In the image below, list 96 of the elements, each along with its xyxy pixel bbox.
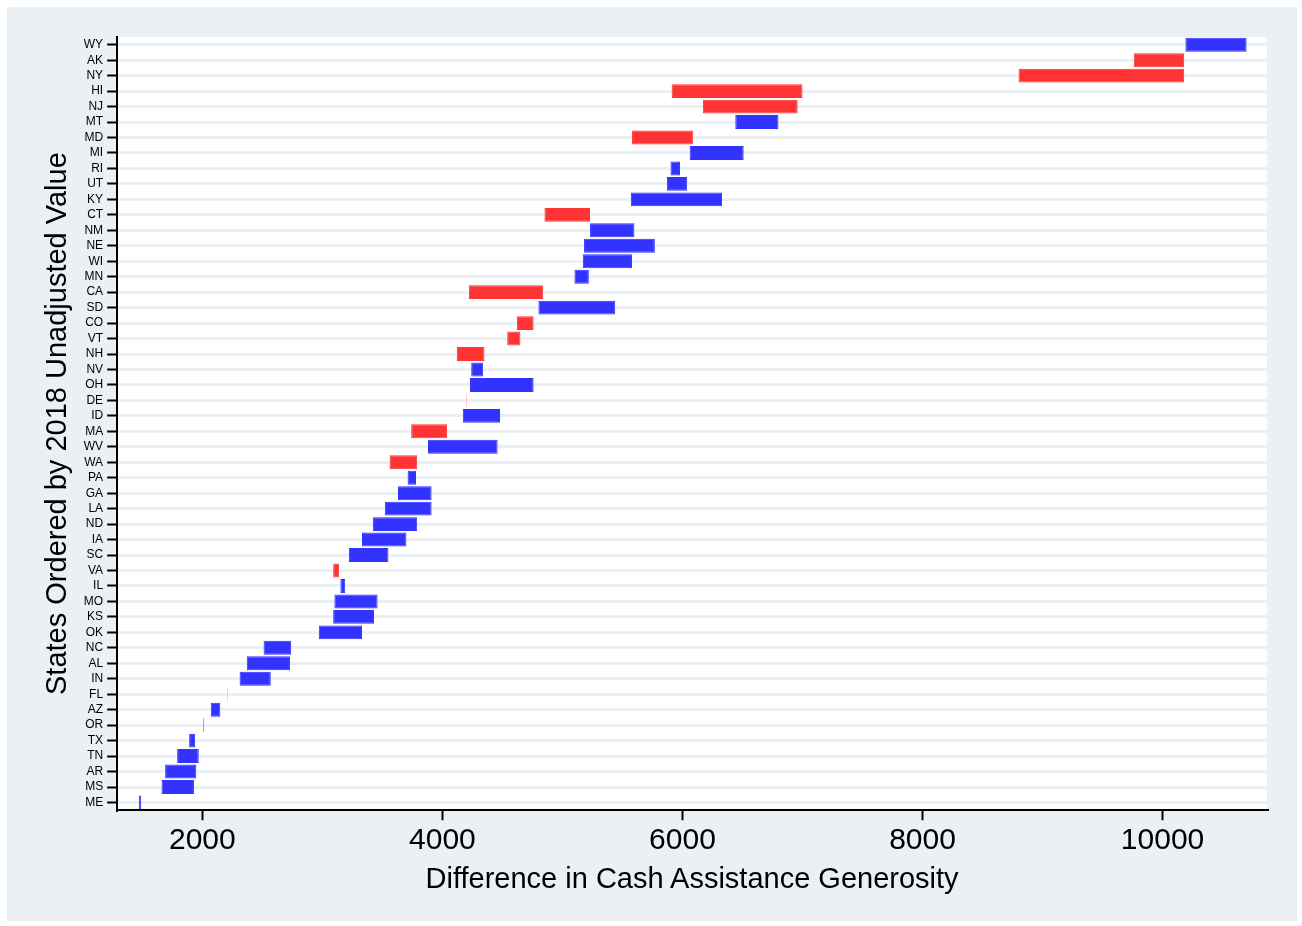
bar	[702, 99, 798, 114]
bar	[735, 115, 779, 130]
y-tick-label: GA	[85, 485, 104, 500]
bar	[333, 563, 340, 578]
bar	[666, 176, 688, 191]
bar	[632, 130, 694, 145]
bar	[1185, 37, 1247, 52]
y-tick-label: IL	[93, 578, 104, 593]
y-tick-label: KS	[87, 609, 104, 624]
x-tick-label: 2000	[168, 822, 236, 856]
y-tick-label: IA	[91, 531, 104, 546]
y-tick-label: LA	[88, 500, 104, 515]
y-tick-label: IN	[91, 671, 104, 686]
bar	[372, 517, 418, 532]
bar	[239, 671, 271, 686]
y-tick-label: CT	[87, 207, 104, 222]
bar	[689, 146, 744, 160]
y-tick-label: DE	[86, 392, 104, 407]
y-tick-label: WA	[84, 454, 104, 469]
y-tick-label: PA	[88, 470, 104, 485]
y-tick-label: MN	[84, 269, 104, 283]
x-tick-label: 8000	[889, 822, 956, 856]
bar	[584, 238, 655, 253]
bar	[361, 532, 407, 547]
y-tick-label: MS	[85, 779, 104, 794]
bar	[411, 424, 448, 439]
y-tick-label: NC	[85, 640, 104, 655]
x-axis-title: Difference in Cash Assistance Generosity	[425, 861, 960, 894]
y-tick-label: NY	[86, 67, 104, 82]
y-tick-label: WV	[83, 439, 104, 454]
bar	[334, 594, 378, 609]
bar	[544, 207, 591, 222]
y-tick-label: CA	[86, 284, 104, 299]
y-tick-label: UT	[87, 176, 104, 191]
y-tick-label: NH	[85, 346, 104, 361]
bar	[1133, 53, 1185, 68]
bar	[161, 780, 194, 794]
bar	[671, 84, 803, 99]
bar	[1018, 68, 1185, 83]
bar	[340, 579, 346, 593]
y-tick-label: SD	[86, 299, 104, 314]
bar	[470, 377, 534, 392]
x-tick-label: 6000	[649, 822, 716, 856]
bar	[582, 254, 633, 269]
y-tick-label: AL	[88, 655, 104, 670]
bar	[384, 501, 432, 516]
bar	[348, 548, 389, 562]
y-tick-label: ID	[91, 408, 104, 423]
y-tick-label: NE	[86, 238, 104, 253]
y-tick-label: NJ	[88, 98, 104, 113]
y-tick-label: MI	[89, 145, 104, 160]
y-tick-label: ME	[85, 794, 104, 809]
y-tick-label: VT	[87, 330, 104, 345]
y-tick-label: FL	[89, 686, 104, 701]
y-tick-label: VA	[88, 562, 104, 577]
y-tick-label: AR	[86, 763, 104, 778]
y-axis-title: States Ordered by 2018 Unadjusted Value	[40, 152, 73, 695]
y-tick-label: WY	[83, 37, 104, 52]
bar	[630, 192, 723, 207]
y-tick-label: MA	[85, 423, 104, 438]
y-tick-label: NM	[84, 222, 104, 237]
bar	[389, 455, 418, 470]
y-tick-label: TX	[87, 732, 104, 747]
y-tick-label: KY	[87, 191, 104, 206]
y-tick-label: ND	[85, 516, 104, 531]
y-tick-label: OR	[85, 717, 104, 732]
x-tick-label: 4000	[409, 822, 476, 856]
bar	[189, 733, 196, 748]
y-tick-label: TN	[87, 748, 104, 763]
y-tick-label: MO	[83, 593, 104, 608]
bar	[538, 300, 616, 315]
y-tick-label: OK	[85, 624, 104, 639]
y-tick-label: HI	[91, 83, 104, 98]
bar	[318, 625, 362, 640]
bar	[246, 656, 290, 671]
bar	[462, 408, 501, 423]
y-tick-label: MT	[85, 114, 104, 129]
bar	[398, 486, 432, 501]
bar	[468, 285, 544, 300]
x-tick-label: 10000	[1120, 822, 1205, 856]
y-tick-label: AK	[87, 52, 104, 67]
y-tick-label: RI	[91, 160, 104, 175]
bar	[333, 609, 374, 624]
y-tick-label: NV	[86, 361, 104, 376]
y-tick-label: OH	[85, 377, 104, 392]
bar	[456, 347, 485, 361]
y-tick-label: CO	[85, 315, 104, 330]
y-tick-label: AZ	[87, 702, 104, 716]
y-tick-label: SC	[86, 547, 104, 562]
bar	[428, 439, 498, 454]
bar	[590, 223, 635, 238]
bar	[263, 640, 292, 655]
y-tick-label: WI	[88, 253, 104, 268]
bar	[177, 749, 199, 764]
bar	[165, 764, 197, 779]
y-tick-label: MD	[84, 129, 104, 144]
